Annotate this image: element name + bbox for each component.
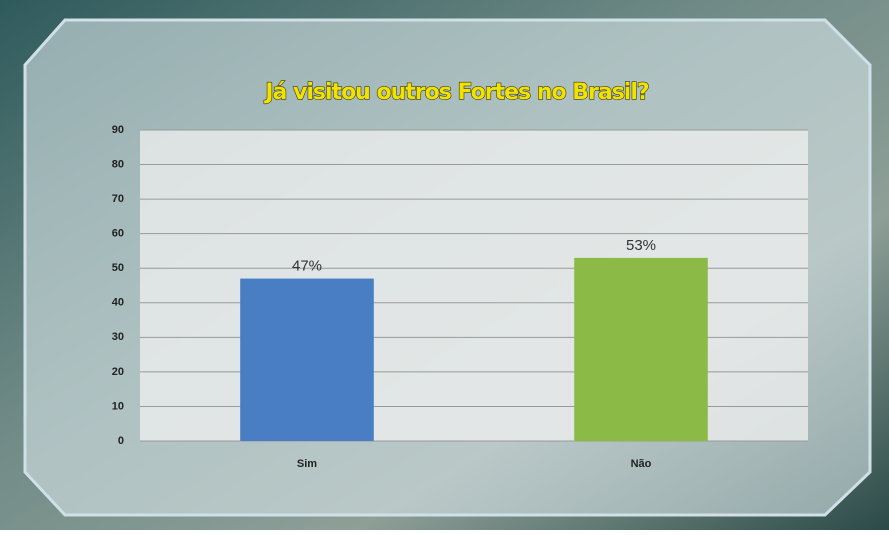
y-tick-label: 30 <box>112 331 124 343</box>
y-tick-label: 0 <box>118 435 124 447</box>
y-tick-label: 10 <box>112 400 124 412</box>
y-tick-label: 40 <box>112 297 124 309</box>
y-tick-label: 70 <box>112 193 124 205</box>
y-tick-label: 90 <box>112 124 124 136</box>
value-label: 53% <box>626 237 656 254</box>
value-label: 47% <box>292 258 322 275</box>
bar <box>574 257 708 441</box>
x-tick-label: Não <box>631 458 652 470</box>
y-tick-label: 80 <box>112 158 124 170</box>
y-tick-label: 50 <box>112 262 124 274</box>
x-tick-label: Sim <box>297 458 317 470</box>
y-tick-label: 60 <box>112 228 124 240</box>
bar <box>240 278 374 441</box>
y-tick-label: 20 <box>112 366 124 378</box>
chart-title: Já visitou outros Fortes no Brasil? <box>263 80 649 105</box>
